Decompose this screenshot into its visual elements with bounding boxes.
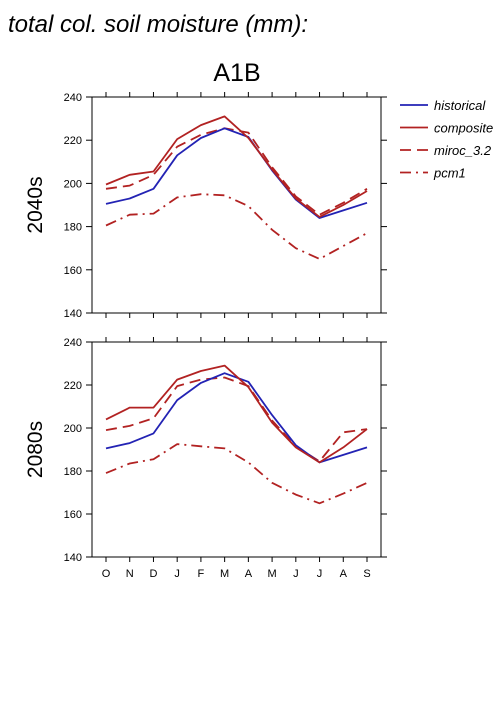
- panel-2040s: 140 160 180 200 220 240 2040s: [24, 92, 387, 320]
- legend-label-pcm1: pcm1: [433, 166, 466, 181]
- series-line-pcm1: [105, 443, 368, 505]
- panel-2080s: 140 160 180 200 220 240 O N D J F M A M J J A S 2080s: [24, 337, 387, 580]
- chart-panels: 140 160 180 200 220 240 2040s 140 160 180 200 220 24…: [24, 92, 387, 580]
- plot-frame: [91, 96, 382, 314]
- y-tick-label: 220: [64, 380, 82, 392]
- y-tick-label: 160: [64, 509, 82, 521]
- x-tick-label: A: [340, 568, 348, 580]
- x-tick-label: O: [102, 568, 111, 580]
- y-tick-label: 200: [64, 178, 82, 190]
- x-tick-label: J: [293, 568, 299, 580]
- x-tick-label: S: [363, 568, 370, 580]
- series-line-miroc_3.2: [105, 376, 368, 463]
- x-tick-label: M: [268, 568, 277, 580]
- x-tick-label: F: [198, 568, 205, 580]
- legend-label-composite: composite: [434, 121, 493, 136]
- row-label-2040s: 2040s: [24, 176, 47, 233]
- y-tick-label: 140: [64, 308, 82, 320]
- series-line-composite: [105, 115, 368, 218]
- y-tick-label: 220: [64, 135, 82, 147]
- scenario-label: A1B: [213, 59, 260, 87]
- x-tick-label: J: [174, 568, 180, 580]
- chart-legend: historical composite miroc_3.2 pcm1: [400, 98, 493, 181]
- series-line-historical: [105, 372, 368, 464]
- y-tick-label: 240: [64, 337, 82, 349]
- series-line-pcm1: [105, 193, 368, 260]
- plot-frame: [91, 341, 382, 558]
- figure-title: total col. soil moisture (mm):: [8, 11, 308, 38]
- series-line-historical: [105, 127, 368, 219]
- y-tick-label: 160: [64, 265, 82, 277]
- x-tick-label: N: [126, 568, 134, 580]
- y-tick-label: 240: [64, 92, 82, 104]
- x-tick-label: J: [317, 568, 323, 580]
- y-tick-label: 180: [64, 466, 82, 478]
- y-tick-label: 180: [64, 222, 82, 234]
- y-tick-label: 200: [64, 423, 82, 435]
- x-tick-label: D: [149, 568, 157, 580]
- legend-label-miroc_3.2: miroc_3.2: [434, 143, 492, 158]
- y-tick-label: 140: [64, 552, 82, 564]
- series-line-composite: [105, 364, 368, 464]
- row-label-2080s: 2080s: [24, 421, 47, 478]
- legend-label-historical: historical: [434, 98, 486, 113]
- x-tick-label: A: [245, 568, 253, 580]
- x-tick-label: M: [220, 568, 229, 580]
- series-line-miroc_3.2: [105, 127, 368, 216]
